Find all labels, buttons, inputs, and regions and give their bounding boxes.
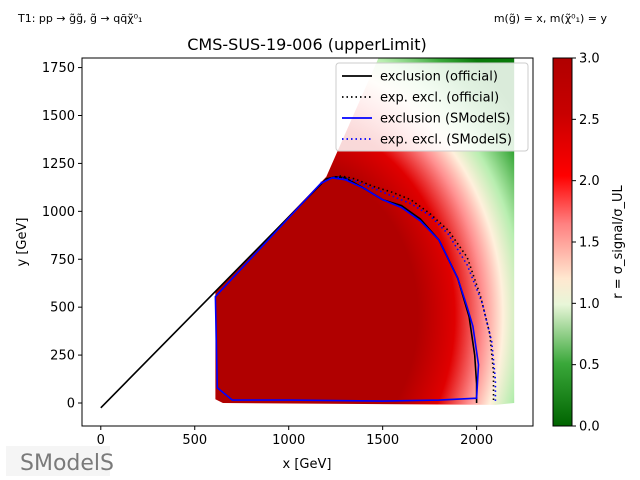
legend-label: exclusion (official) xyxy=(380,70,498,85)
y-tick-label: 250 xyxy=(50,349,75,364)
legend-box xyxy=(335,62,529,152)
y-tick-label: 1750 xyxy=(42,61,75,76)
y-tick-label: 500 xyxy=(50,301,75,316)
process-label: T1: pp → g̃g̃, g̃ → qq̄χ̃⁰₁ xyxy=(17,12,142,25)
y-tick-label: 750 xyxy=(50,253,75,268)
smodels-logo: SModelS xyxy=(6,446,114,476)
x-tick-label: 1500 xyxy=(366,433,399,448)
y-tick-label: 0 xyxy=(67,397,75,412)
colorbar-tick-label: 0.0 xyxy=(579,420,600,435)
colorbar-tick-label: 3.0 xyxy=(579,52,600,67)
colorbar-tick-label: 1.5 xyxy=(579,236,600,251)
colorbar-ticks: 0.0 0.5 1.0 1.5 2.0 2.5 3.0 xyxy=(572,52,600,435)
legend-label: exclusion (SModelS) xyxy=(380,112,511,127)
y-tick-label: 1500 xyxy=(42,109,75,124)
y-axis-label: y [GeV] xyxy=(15,218,30,267)
colorbar-tick-label: 2.0 xyxy=(579,174,600,189)
x-tick-label: 500 xyxy=(182,433,207,448)
chart-title: CMS-SUS-19-006 (upperLimit) xyxy=(187,35,426,54)
logo-background xyxy=(6,446,110,476)
x-axis-label: x [GeV] xyxy=(283,457,332,472)
legend-label: exp. excl. (SModelS) xyxy=(380,133,512,148)
y-tick-label: 1000 xyxy=(42,205,75,220)
series-exclusion-smodels xyxy=(214,176,480,402)
colorbar-tick-label: 1.0 xyxy=(579,297,600,312)
colorbar-tick-label: 0.5 xyxy=(579,358,600,373)
x-axis: 0 500 1000 1500 2000 xyxy=(97,426,493,448)
colorbar xyxy=(552,57,573,427)
x-tick-label: 2000 xyxy=(460,433,493,448)
colorbar-label: r = σ_signal/σ_UL xyxy=(611,184,626,298)
legend: exclusion (official) exp. excl. (official… xyxy=(335,62,529,152)
plot-frame xyxy=(81,57,534,427)
colorbar-tick-label: 2.5 xyxy=(579,113,600,128)
x-tick-label: 1000 xyxy=(272,433,305,448)
y-axis: 0 250 500 750 1000 1250 1500 1750 xyxy=(42,61,82,412)
x-tick-label: 0 xyxy=(97,433,105,448)
legend-label: exp. excl. (official) xyxy=(380,91,499,106)
series-exp-excl-smodels xyxy=(320,175,497,403)
series-exclusion-official xyxy=(100,175,478,409)
y-tick-label: 1250 xyxy=(42,157,75,172)
logo-text: SModelS xyxy=(20,451,114,476)
mass-label: m(g̃) = x, m(χ̃⁰₁) = y xyxy=(494,12,608,25)
